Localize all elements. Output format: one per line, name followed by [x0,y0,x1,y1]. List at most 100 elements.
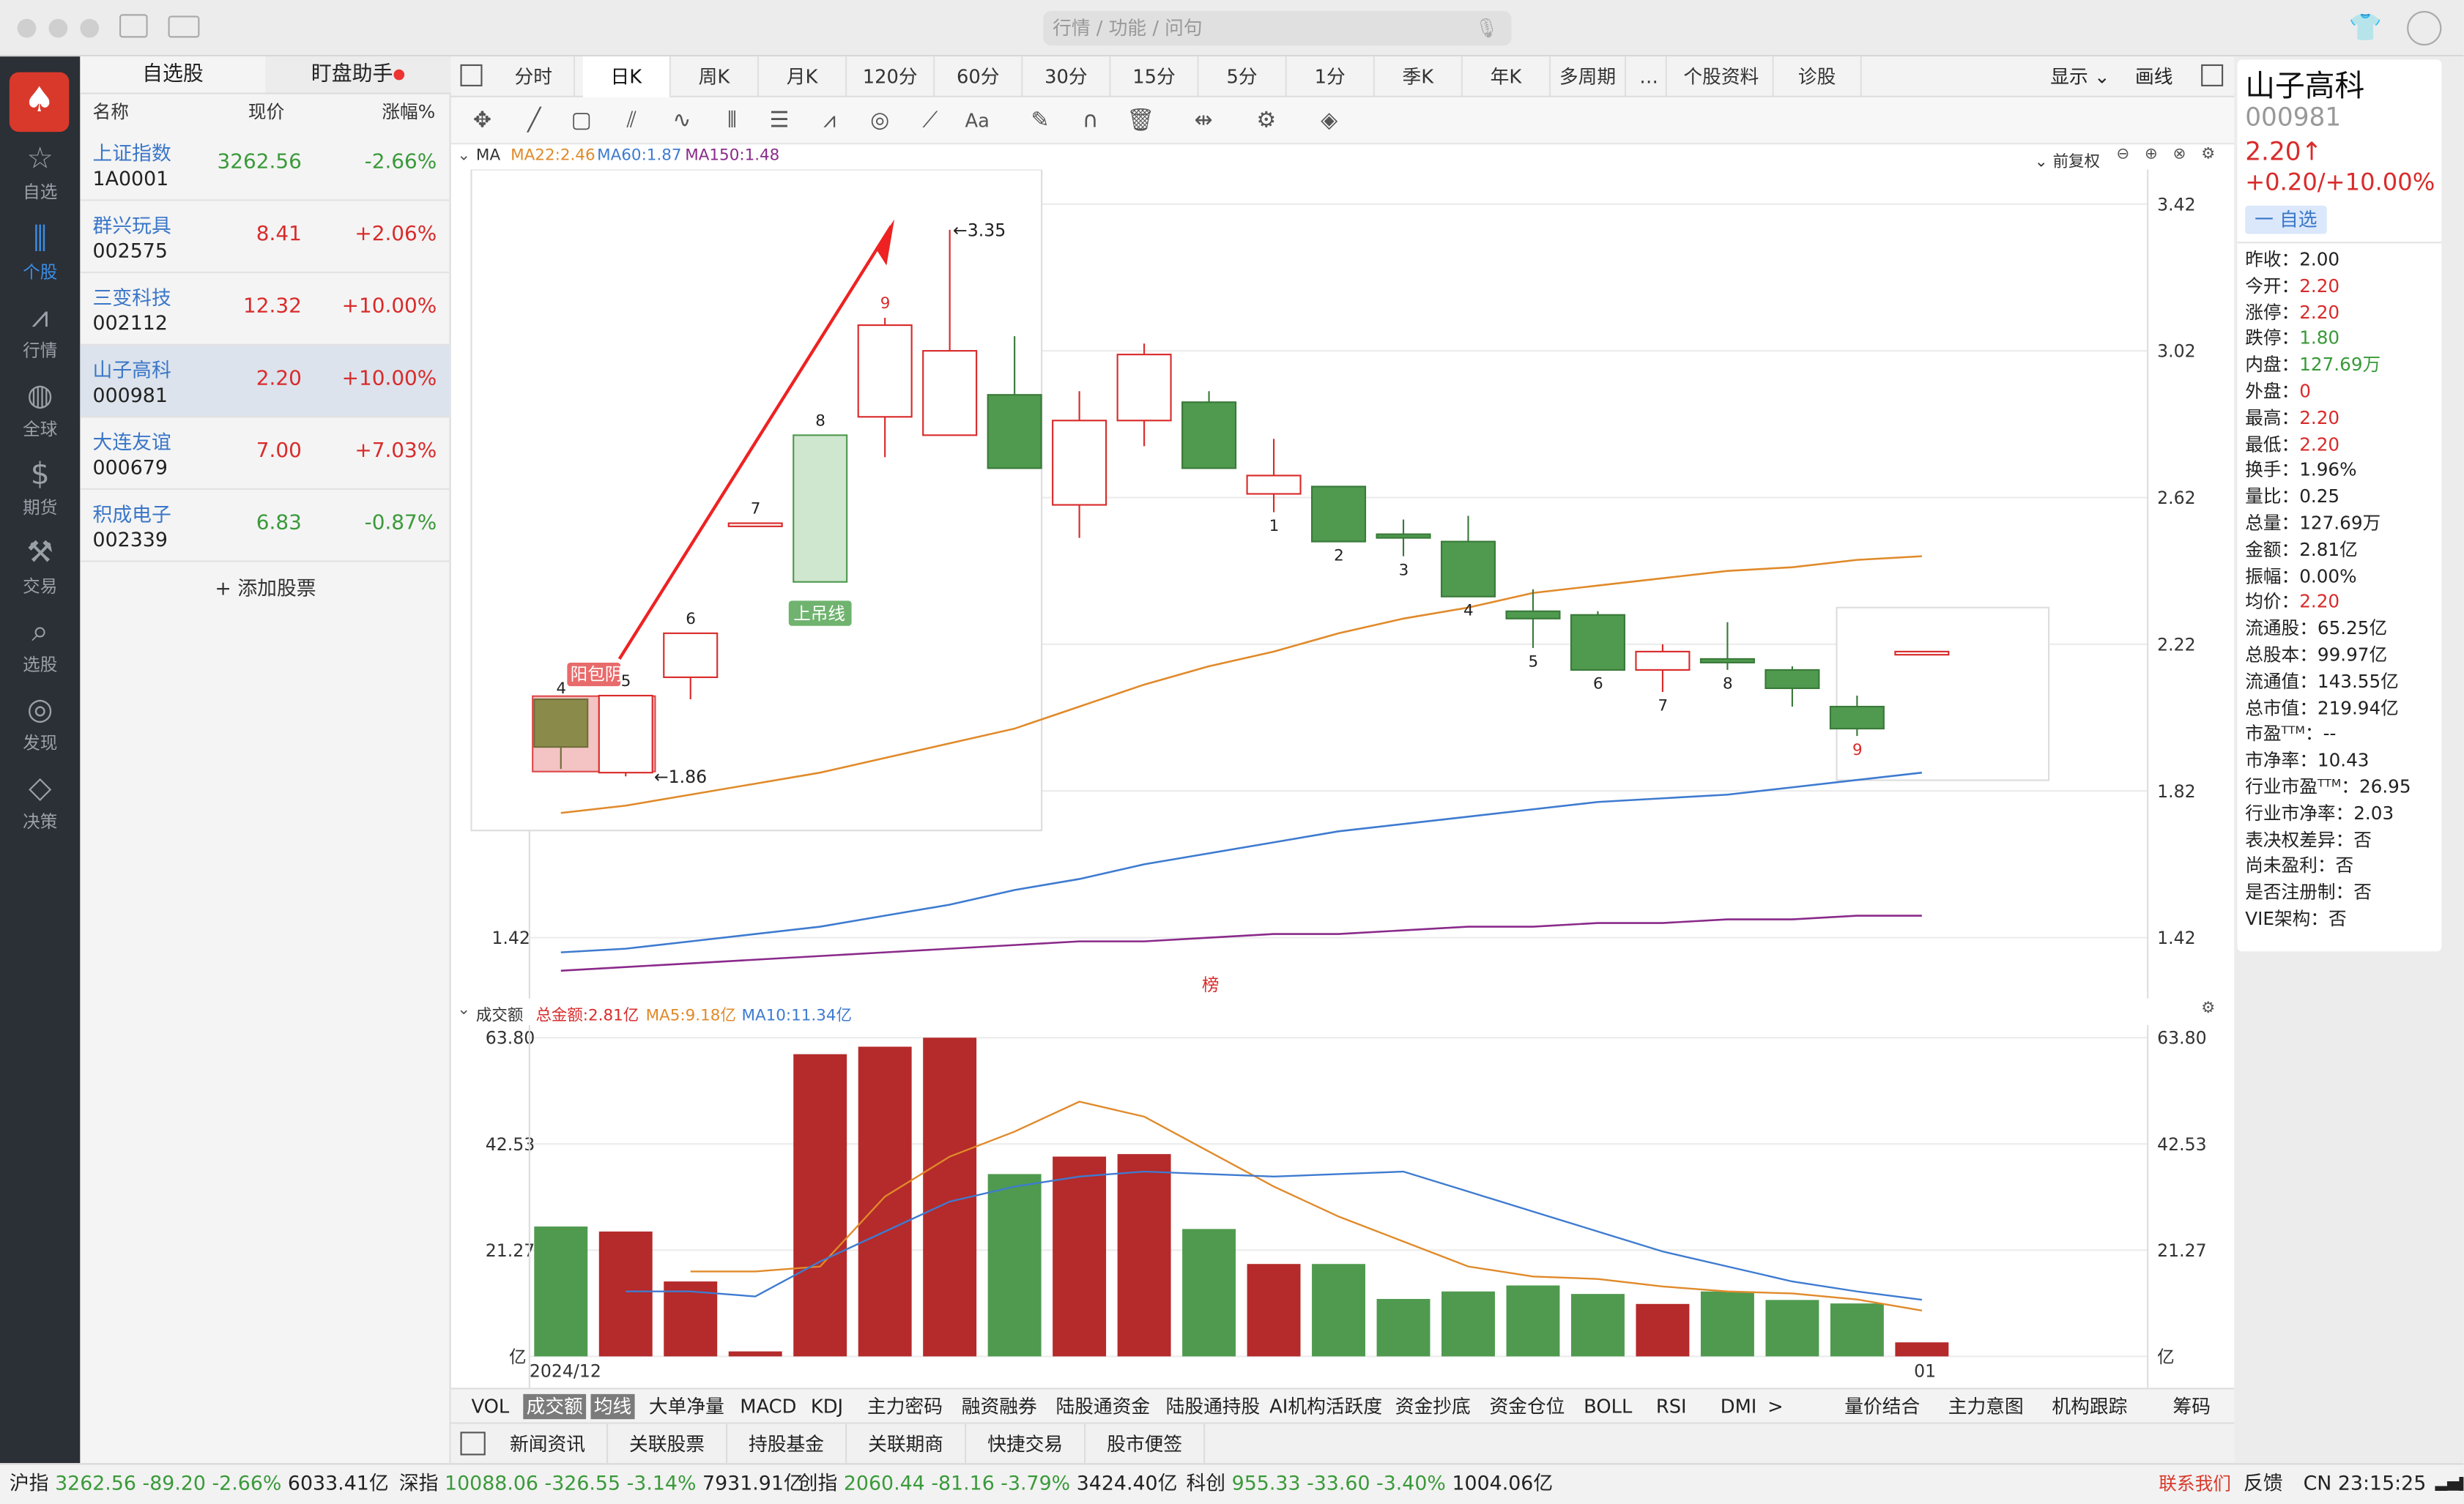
line-tool-icon[interactable]: ╱ [527,108,541,134]
contact-link[interactable]: 联系我们 [2159,1473,2231,1495]
watchlist-row[interactable]: 三变科技 002112 12.32 +10.00% [80,273,451,346]
watchlist-row[interactable]: 山子高科 000981 2.20 +10.00% [80,345,451,418]
minimize-window-button[interactable] [48,18,68,38]
watchlist-row[interactable]: 上证指数 1A0001 3262.56 -2.66% [80,129,451,201]
tab-period[interactable]: 个股资料 [1670,56,1774,97]
close-window-button[interactable] [17,18,37,38]
tab-news[interactable]: 持股基金 [727,1423,847,1465]
avatar[interactable] [2407,11,2442,46]
tab-news[interactable]: 快捷交易 [966,1423,1086,1465]
tab-indicator[interactable]: DMI [1720,1396,1757,1418]
nav-trend[interactable]: ⩘ 行情 [0,297,80,369]
split-icon[interactable]: ⇹ [1194,108,1213,134]
tab-indicator[interactable]: 主力意图 [1948,1396,2024,1418]
tab-indicator[interactable]: 融资融券 [961,1396,1037,1418]
index-sz[interactable]: 深指 10088.06 -326.55 -3.14% 7931.91亿 [399,1464,804,1502]
tab-period[interactable]: 1分 [1287,56,1375,97]
tab-period[interactable]: 15分 [1111,56,1199,97]
display-menu[interactable]: 显示 ⌄ [2050,56,2109,97]
window-switch-icon[interactable] [119,14,148,38]
zoom-in-icon[interactable]: ⊕ [2144,146,2158,163]
tab-news[interactable]: 新闻资讯 [489,1423,609,1465]
tab-period[interactable]: 季K [1375,56,1463,97]
tab-indicator[interactable]: 资金抄底 [1395,1396,1471,1418]
nav-trade[interactable]: ⚒ 交易 [0,532,80,605]
tab-period[interactable]: 诊股 [1774,56,1862,97]
channel-tool-icon[interactable]: ⦀ [727,108,738,134]
tshirt-icon[interactable]: 👕 [2348,12,2383,45]
tab-indicator[interactable]: AI机构活跃度 [1269,1396,1383,1418]
fib-tool-icon[interactable]: ☰ [769,108,790,134]
settings-icon[interactable]: ⚙ [1256,108,1277,134]
zoom-window-button[interactable] [80,18,100,38]
nav-decision[interactable]: ◇ 决策 [0,767,80,840]
index-cy[interactable]: 创指 2060.44 -81.16 -3.79% 3424.40亿 [798,1464,1178,1502]
nav-compass[interactable]: ◎ 发现 [0,689,80,762]
path-tool-icon[interactable]: ∿ [672,108,691,134]
col-name[interactable]: 名称 [92,100,129,123]
tab-indicator[interactable]: 量价结合 [1844,1396,1921,1418]
index-sh[interactable]: 沪指 3262.56 -89.20 -2.66% 6033.41亿 [10,1464,389,1502]
rect-tool-icon[interactable]: ▢ [571,108,592,134]
tab-monitor-assistant[interactable]: 盯盘助手● [265,56,451,94]
index-kc[interactable]: 科创 955.33 -33.60 -3.40% 1004.06亿 [1186,1464,1553,1502]
layout-toggle-icon[interactable] [460,64,483,86]
tab-period[interactable]: 多周期 [1551,56,1627,97]
tab-period[interactable]: 60分 [935,56,1023,97]
col-change[interactable]: 涨幅% [382,100,436,123]
tab-period[interactable]: 30分 [1023,56,1111,97]
side-panel-toggle-icon[interactable] [2201,64,2224,86]
tab-period[interactable]: 分时 [494,56,576,97]
settings-icon[interactable]: ⚙ [2201,146,2216,163]
tab-news[interactable]: 关联股票 [608,1423,728,1465]
tab-indicator[interactable]: 均线 [590,1393,635,1420]
tab-indicator[interactable]: 大单净量 [648,1396,724,1418]
collapse-chevron-icon[interactable]: ⌄ [457,1001,471,1019]
zoom-out-icon[interactable]: ⊖ [2116,146,2130,163]
kline-chart[interactable]: 3.423.423.023.022.622.622.222.221.821.82… [451,169,2235,999]
add-stock-button[interactable]: + 添加股票 [215,576,316,600]
watchlist-row[interactable]: 大连友谊 000679 7.00 +7.03% [80,417,451,490]
nav-star[interactable]: ☆ 自选 [0,138,80,211]
nav-stock-search[interactable]: ⌕ 选股 [0,611,80,683]
tab-indicator[interactable]: 陆股通资金 [1055,1396,1151,1418]
settings-icon[interactable]: ⚙ [2201,999,2216,1018]
tab-indicator[interactable]: KDJ [810,1396,844,1418]
microphone-icon[interactable]: 🎙 [1474,17,1499,40]
tab-indicator[interactable]: RSI [1655,1396,1687,1418]
nav-futures[interactable]: $ 期货 [0,454,80,526]
adjust-dropdown[interactable]: ⌄ 前复权 [2035,148,2100,171]
tab-indicator[interactable]: BOLL [1584,1396,1633,1418]
tab-indicator[interactable]: 成交额 [523,1393,587,1420]
wave-tool-icon[interactable]: ⩘ [823,108,836,134]
tab-period[interactable]: 日K [582,56,671,97]
feedback-link[interactable]: 反馈 [2244,1470,2283,1495]
panel-toggle-icon[interactable] [460,1432,486,1456]
cycle-tool-icon[interactable]: ◎ [870,108,890,134]
remove-watchlist-button[interactable]: 一 自选 [2245,205,2327,234]
layers-icon[interactable]: ◈ [1321,108,1338,134]
tab-period[interactable]: 周K [671,56,760,97]
tab-indicator[interactable]: 资金仓位 [1489,1396,1565,1418]
collapse-chevron-icon[interactable]: ⌄ [457,147,471,165]
mail-icon[interactable] [168,15,200,38]
tab-indicator[interactable]: 陆股通持股 [1165,1396,1261,1418]
trash-icon[interactable]: 🗑 [1127,108,1155,134]
tab-indicator[interactable]: 机构跟踪 [2052,1396,2128,1418]
tab-watchlist[interactable]: 自选股 [80,56,266,94]
close-icon[interactable]: ⊗ [2172,146,2186,163]
gann-tool-icon[interactable]: ⟋ [922,108,938,134]
tab-indicator[interactable]: > [1767,1396,1784,1418]
tab-period[interactable]: 120分 [847,56,935,97]
tab-news[interactable]: 关联期商 [847,1423,967,1465]
col-price[interactable]: 现价 [248,100,285,123]
tab-indicator[interactable]: MACD [740,1396,797,1418]
tab-indicator[interactable]: VOL [471,1396,510,1418]
draw-line-button[interactable]: 画线 [2135,66,2173,89]
tab-news[interactable]: 股市便签 [1086,1423,1206,1465]
magnet-icon[interactable]: ∩ [1082,108,1099,134]
nav-globe[interactable]: ◍ 全球 [0,375,80,447]
fan-tool-icon[interactable]: ⫽ [626,108,637,134]
eraser-icon[interactable]: ✎ [1031,108,1050,134]
